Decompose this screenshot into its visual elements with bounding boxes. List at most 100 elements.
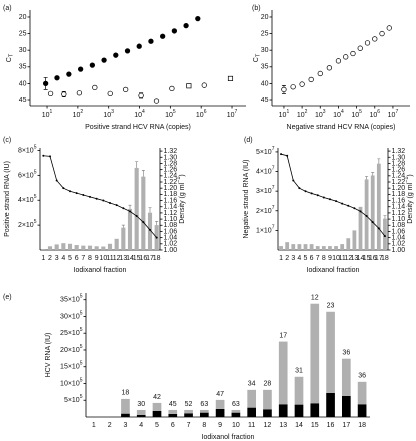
tick-label-exponent: 5 (80, 294, 83, 300)
x-tick-label: 7 (316, 255, 320, 262)
tick-label-base: 25×10 (60, 330, 80, 337)
density-point (49, 155, 51, 158)
point (153, 98, 160, 104)
x-tick-label: 6 (310, 255, 314, 262)
bar (376, 163, 381, 250)
bar (341, 395, 351, 417)
x-tick-label: 4 (61, 255, 65, 262)
tick-label: 1.24 (392, 173, 406, 180)
point (113, 52, 119, 58)
x-tick-label: 18 (153, 255, 161, 262)
tick-label-base: 4×10 (256, 168, 272, 175)
tick-label-base: 10 (227, 112, 235, 119)
x-tick-label: 13 (350, 255, 358, 262)
tick-label: 5×107 (256, 146, 275, 156)
bar (303, 244, 308, 250)
x-tick-label: 1 (41, 255, 45, 262)
bar (121, 398, 130, 414)
tick-label: 45 (261, 97, 269, 104)
tick-label: 25 (261, 30, 269, 37)
x-tick-label: 12 (113, 255, 121, 262)
tick-label-exponent: 5 (80, 395, 83, 401)
tick-label-exponent: 5 (359, 109, 362, 115)
y-axis-title-text: Positive strand RNA (IU) (4, 161, 11, 237)
bar (358, 206, 363, 250)
tick-label: 105 (351, 109, 362, 119)
y-axis-title-subscript: T (9, 53, 15, 57)
tick-label-exponent: 5 (34, 145, 37, 151)
density-point (365, 215, 368, 217)
point (148, 38, 154, 44)
bar-label: 36 (342, 350, 350, 357)
x-tick-label: 3 (291, 255, 295, 262)
tick-label-base: 1.00 (164, 247, 178, 254)
tick-label: 1.28 (392, 160, 406, 167)
tick-label: 1.24 (164, 173, 178, 180)
panel-label: (c) (3, 137, 11, 144)
tick-label-base: 10 (73, 112, 81, 119)
bar (383, 218, 387, 250)
tick-label: 1.06 (164, 228, 178, 235)
tick-label: 25×105 (60, 328, 83, 338)
density-point (347, 204, 350, 207)
tick-label-base: 10 (279, 112, 287, 119)
x-tick-label: 8 (202, 422, 206, 429)
x-tick-label: 6 (75, 255, 79, 262)
tick-label: 1.00 (164, 247, 178, 254)
tick-label: 1.32 (392, 148, 406, 155)
tick-label: 1.28 (164, 160, 178, 167)
error-bar (365, 176, 369, 180)
tick-label-base: 10 (42, 112, 50, 119)
tick-label-base: 30×10 (60, 313, 80, 320)
bar (141, 176, 146, 250)
tick-label-base: 2×10 (18, 222, 34, 229)
panel-label: (a) (3, 5, 12, 12)
tick-label: 35 (261, 64, 269, 71)
point (379, 30, 385, 37)
x-tick-label: 15 (363, 255, 371, 262)
density-point (129, 210, 131, 213)
x-tick-label: 8 (322, 255, 326, 262)
tick-label: 102 (73, 109, 84, 119)
tick-label: 1.26 (164, 166, 178, 173)
density-point (42, 154, 45, 157)
density-point (341, 202, 344, 205)
tick-label: 1.18 (392, 191, 406, 198)
bar (263, 409, 272, 417)
bar (357, 404, 367, 417)
x-tick-label: 1 (92, 422, 96, 429)
bar-label: 63 (232, 401, 240, 408)
tick-label-exponent: 5 (34, 219, 37, 225)
tick-label-exponent: 2 (305, 109, 308, 115)
tick-label-exponent: 1 (286, 109, 289, 115)
point (364, 40, 371, 46)
point (123, 86, 129, 93)
tick-label-base: 1.00 (392, 247, 406, 254)
x-tick-label: 8 (88, 255, 92, 262)
x-tick-label: 17 (146, 255, 154, 262)
bar (340, 244, 345, 250)
bar (294, 376, 304, 405)
y2-axis-title: Density (g ml−1) (404, 174, 413, 223)
point (372, 36, 378, 42)
tick-label-base: 1.20 (164, 185, 178, 192)
tick-label: 30 (19, 47, 27, 54)
tick-label: 1.00 (392, 247, 406, 254)
tick-label-base: 1.30 (392, 154, 406, 161)
panel-label: (e) (3, 294, 12, 301)
tick-label-exponent: 5 (80, 378, 83, 384)
point (61, 91, 67, 97)
x-tick-label: 15 (311, 422, 319, 429)
x-tick-label: 4 (297, 255, 301, 262)
density-line (280, 153, 386, 237)
bar (152, 410, 162, 417)
tick-label: 4×107 (256, 166, 275, 176)
bar (247, 389, 257, 408)
density-point (69, 190, 71, 193)
bar (54, 244, 59, 250)
density-point (292, 179, 295, 182)
density-point (142, 221, 145, 224)
bar (321, 246, 326, 250)
panel-label: (b) (252, 5, 261, 12)
